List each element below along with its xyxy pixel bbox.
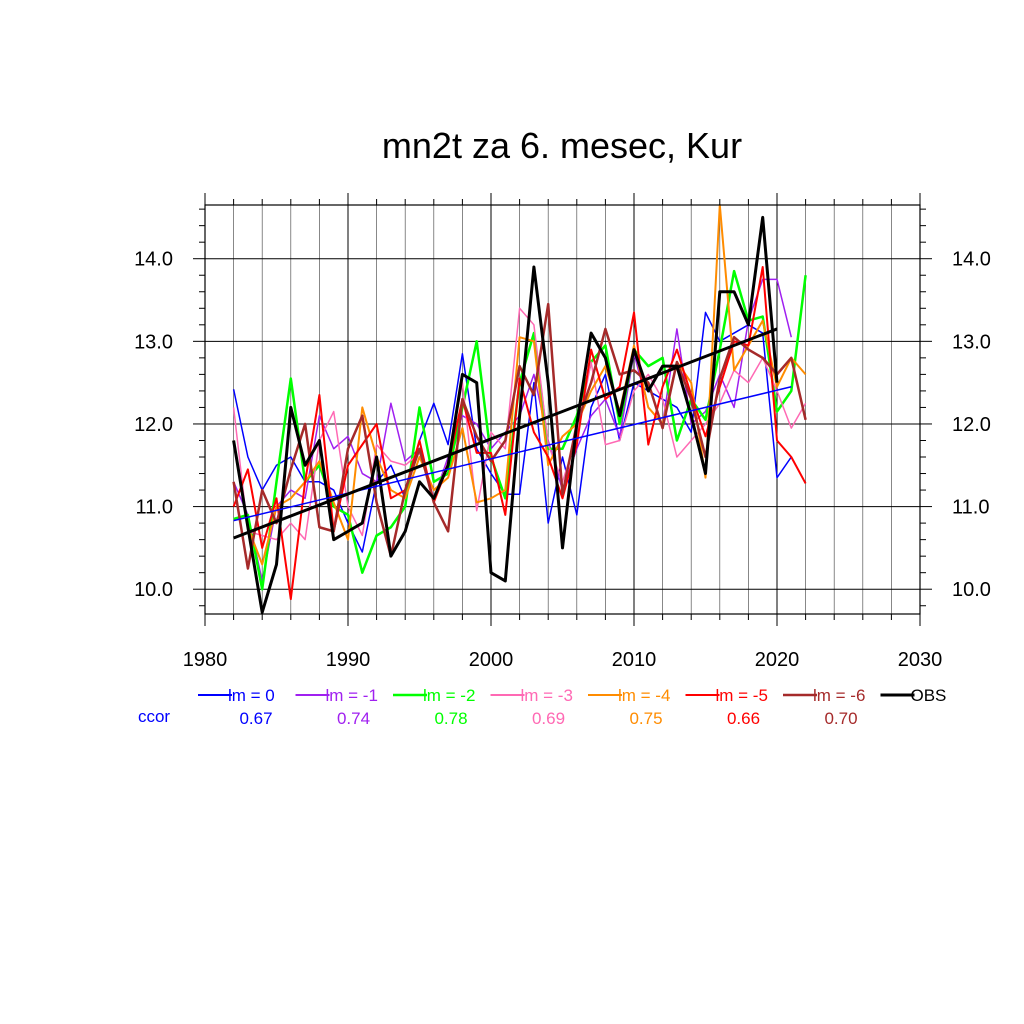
axis-ticks: 1980 1990 2000 2010 2020 2030 10.0 10.0 11.0 11.0… [134,193,991,671]
legend-label: lm = -5 [716,686,768,705]
legend-label: lm = -4 [618,686,670,705]
y-tick-label-right: 14.0 [952,249,991,271]
chart-title: mn2t za 6. mesec, Kur [382,125,742,166]
legend-ccor-value: 0.67 [239,709,272,728]
legend-ccor-value: 0.66 [727,709,760,728]
legend-ccor-value: 0.78 [434,709,467,728]
ccor-label: ccor [138,707,170,726]
x-tick-label: 2020 [755,649,800,671]
y-tick-label-right: 10.0 [952,579,991,601]
legend-label: lm = -1 [326,686,378,705]
x-tick-label: 1980 [183,649,228,671]
y-tick-label-left: 13.0 [134,331,173,353]
legend-ccor-value: 0.70 [824,709,857,728]
x-tick-label: 1990 [326,649,371,671]
legend-label: lm = -3 [521,686,573,705]
plot-frame [204,204,921,615]
x-tick-label: 2030 [898,649,943,671]
y-tick-label-left: 14.0 [134,249,173,271]
series-lines [232,204,807,614]
legend-label: lm = -2 [423,686,475,705]
y-tick-label-right: 12.0 [952,414,991,436]
legend-label: lm = 0 [228,686,275,705]
legend-ccor-value: 0.74 [337,709,370,728]
y-tick-label-left: 10.0 [134,579,173,601]
legend-label: lm = -6 [813,686,865,705]
trend-lines [233,327,792,540]
trend-line-lm-0 [233,386,792,522]
x-tick-label: 2010 [612,649,657,671]
y-tick-label-right: 11.0 [952,497,989,519]
legend-ccor-value: 0.75 [629,709,662,728]
y-tick-label-right: 13.0 [952,331,991,353]
x-tick-label: 2000 [469,649,514,671]
y-tick-label-left: 11.0 [136,497,173,519]
y-tick-label-left: 12.0 [134,414,173,436]
trend-line-obs [233,327,778,540]
series-line-obs [232,215,779,614]
legend: ccor lm = 0 0.67 lm = -1 0.74 lm = -2 0.78 lm =… [138,686,946,728]
legend-label: OBS [911,686,947,705]
legend-ccor-value: 0.69 [532,709,565,728]
